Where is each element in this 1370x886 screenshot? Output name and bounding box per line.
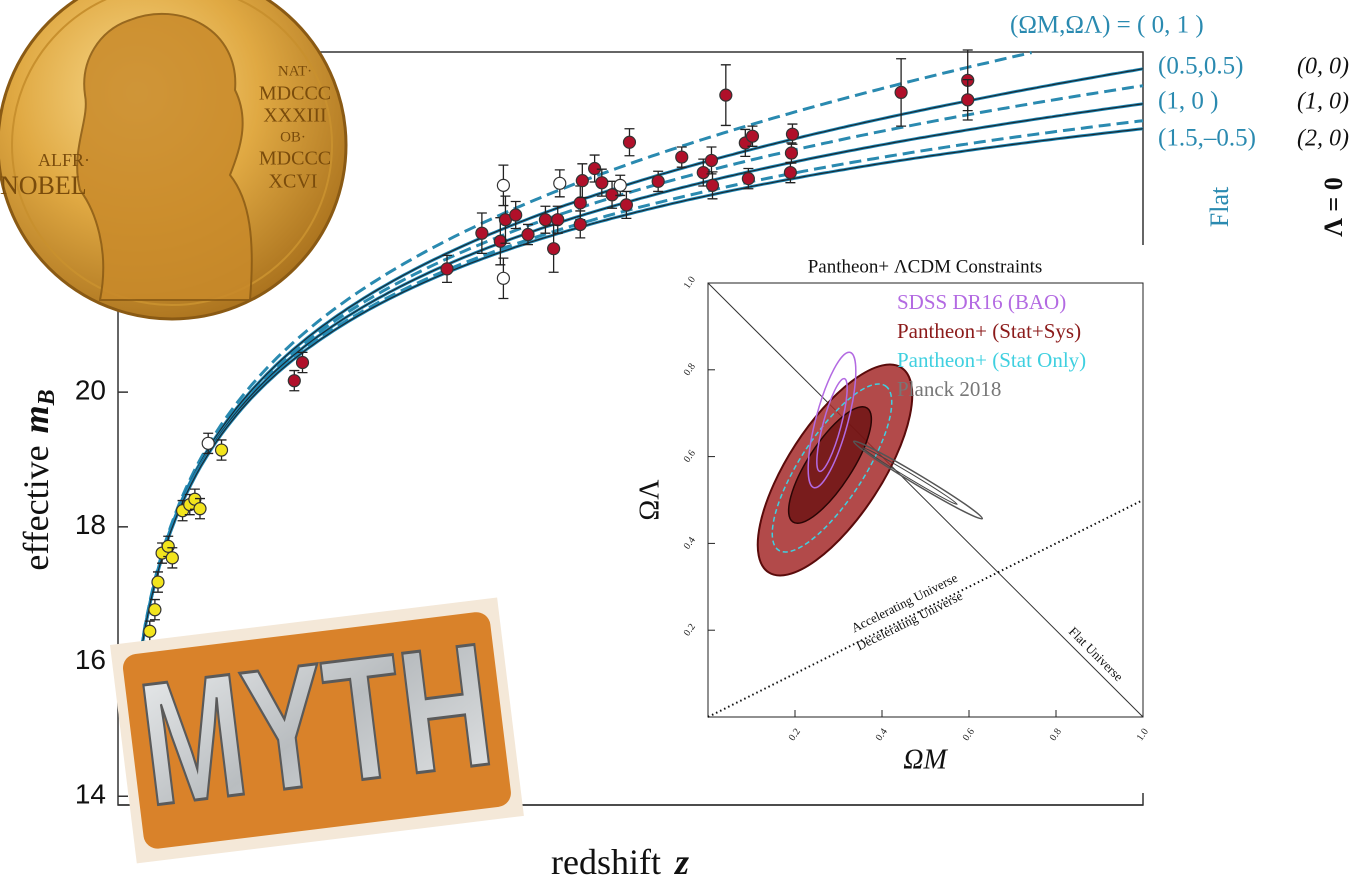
contour-planck [852, 440, 984, 520]
model-curve-open [129, 103, 1144, 743]
inset-title: Pantheon+ ΛCDM Constraints [808, 256, 1043, 277]
curve-label-flat: (1, 0 ) [1158, 88, 1218, 115]
curve-label-lambda-zero: (0, 0) [1297, 54, 1349, 80]
curve-label-flat: (1.5,–0.5) [1158, 125, 1256, 152]
data-point [547, 242, 561, 256]
data-point [675, 150, 689, 164]
lambda-zero-title: Λ = 0 [1319, 177, 1348, 236]
data-point [704, 153, 719, 168]
data-point [745, 129, 760, 143]
hubble-diagram: 14 16 18 20 [75, 49, 1144, 810]
data-point [573, 196, 587, 210]
data-point [595, 176, 609, 190]
data-point [784, 146, 799, 160]
x-axis-label: redshift z [551, 842, 689, 882]
y-axis-label: effective mB [16, 389, 59, 570]
y-tick-label: 20 [75, 375, 106, 406]
data-point [719, 88, 733, 102]
flat-title: Flat [1205, 186, 1234, 227]
data-point [151, 575, 165, 589]
myth-sign: MYTH [110, 597, 524, 864]
data-point [193, 502, 207, 516]
contour-bao [807, 351, 857, 489]
data-point [651, 174, 665, 188]
data-point [538, 213, 553, 227]
data-point [201, 436, 215, 450]
medal-portrait [76, 12, 253, 301]
data-point [521, 227, 535, 242]
model-curve-flat [128, 84, 1144, 743]
medal-text: XCVI [269, 171, 318, 193]
medal-text: MDCCC [259, 148, 331, 170]
inset-background [600, 245, 1160, 793]
data-point [295, 355, 310, 370]
data-point [605, 188, 619, 202]
data-point [551, 213, 565, 227]
curve-label-lambda-zero: (2, 0) [1297, 126, 1349, 152]
legend-entry: Pantheon+ (Stat+Sys) [897, 319, 1081, 343]
data-point [496, 178, 510, 192]
medal-text: XXXIII [263, 105, 326, 127]
data-point [148, 603, 162, 617]
data-point [553, 176, 567, 190]
medal: ALFR· NOBEL NAT· MDCCC XXXIII OB· MDCCC … [0, 0, 348, 321]
data-point [161, 539, 175, 553]
medal-text: ALFR· [38, 150, 90, 170]
y-axis-label-text: effective [16, 445, 56, 570]
data-point [622, 135, 637, 149]
flat-line [707, 282, 1144, 718]
medal-rim [11, 0, 333, 306]
medal-text: NOBEL [0, 171, 87, 200]
data-point [961, 93, 975, 107]
model-curve-open [129, 128, 1144, 744]
data-point [475, 226, 489, 240]
data-point [214, 443, 229, 457]
contour-planck-inner [862, 447, 958, 505]
x-axis-label-symbol: z [673, 842, 689, 882]
data-point [440, 262, 454, 276]
contour-stat-only [771, 383, 893, 553]
inset-y-label: ΩΛ [634, 479, 665, 521]
medal-text: NAT· [278, 63, 312, 79]
data-point [588, 161, 602, 176]
curve-label-lambda-zero: (1, 0) [1297, 89, 1349, 115]
y-tick-label: 16 [75, 644, 106, 675]
data-point [741, 172, 755, 186]
legend-entry: Pantheon+ (Stat Only) [897, 348, 1086, 372]
data-point [705, 178, 720, 192]
data-point [493, 234, 507, 248]
data-point [143, 624, 157, 638]
data-point [785, 127, 800, 141]
contour-bao-inner [816, 377, 848, 473]
data-point [619, 198, 634, 212]
data-point [496, 271, 510, 285]
medal-text: MDCCC [259, 83, 331, 105]
sign-rust [122, 612, 511, 849]
data-point [894, 85, 908, 100]
data-point [509, 208, 523, 222]
acceleration-line [707, 499, 1144, 718]
legend-entry: Planck 2018 [897, 377, 1001, 401]
y-tick-label: 14 [75, 779, 106, 810]
y-axis-label-symbol: m [16, 405, 56, 433]
data-point [575, 174, 589, 188]
data-point [783, 165, 798, 180]
y-tick-label: 18 [75, 509, 106, 540]
data-point [165, 551, 179, 565]
data-point [696, 165, 710, 180]
sign-text: MYTH [131, 607, 502, 843]
data-point [573, 217, 587, 232]
data-point [613, 178, 627, 192]
contour-stat-sys-inner [787, 405, 873, 525]
medal-text: OB· [280, 129, 306, 145]
data-point [287, 374, 301, 388]
x-axis-label-text: redshift [551, 842, 661, 882]
y-axis-label-subscript: B [34, 389, 60, 406]
inset-x-label: ΩM [903, 744, 948, 775]
curve-label-flat: (0.5,0.5) [1158, 53, 1243, 80]
legend-entry: SDSS DR16 (BAO) [897, 290, 1066, 314]
curve-label-header: (ΩM,ΩΛ) = ( 0, 1 ) [1010, 12, 1204, 39]
